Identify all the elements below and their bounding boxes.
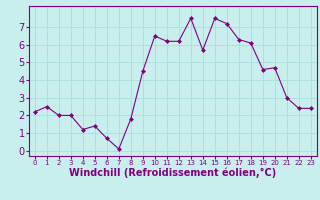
X-axis label: Windchill (Refroidissement éolien,°C): Windchill (Refroidissement éolien,°C) [69,168,276,178]
